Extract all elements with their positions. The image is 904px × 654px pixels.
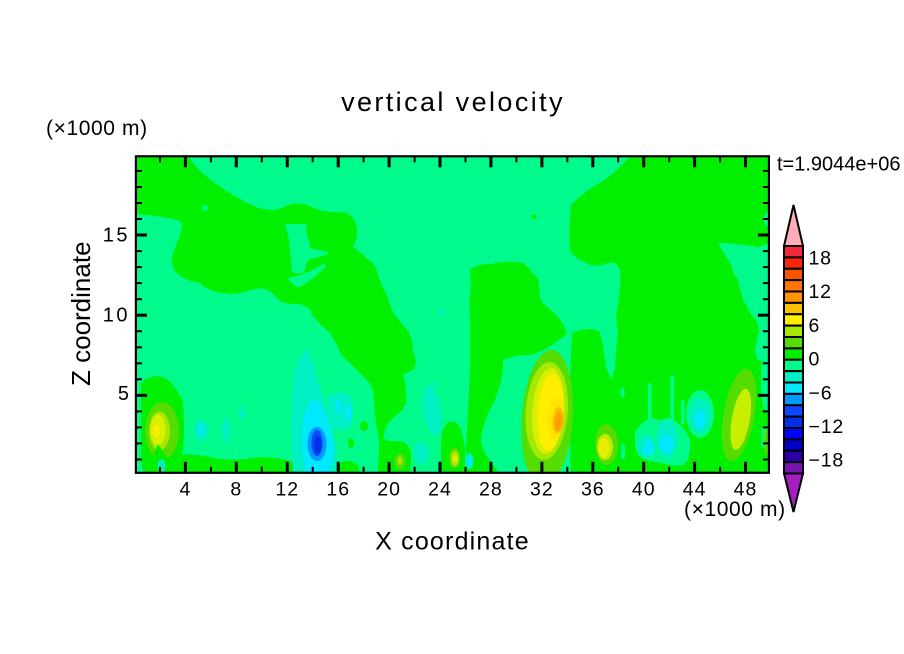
svg-text:44: 44 [683, 479, 707, 501]
svg-text:6: 6 [809, 315, 821, 337]
svg-text:18: 18 [809, 248, 832, 270]
svg-text:16: 16 [326, 479, 350, 501]
svg-text:4: 4 [179, 479, 191, 501]
svg-text:28: 28 [479, 479, 503, 501]
svg-text:36: 36 [581, 479, 605, 501]
svg-text:0: 0 [809, 349, 821, 371]
svg-text:24: 24 [428, 479, 452, 501]
svg-text:vertical velocity: vertical velocity [341, 87, 565, 117]
svg-text:32: 32 [530, 479, 554, 501]
svg-text:−18: −18 [809, 450, 844, 472]
svg-text:12: 12 [809, 281, 832, 303]
svg-text:40: 40 [632, 479, 656, 501]
svg-text:(×1000 m): (×1000 m) [684, 498, 786, 521]
svg-text:48: 48 [734, 479, 758, 501]
svg-text:10: 10 [103, 305, 130, 327]
svg-text:5: 5 [118, 383, 129, 405]
svg-text:8: 8 [230, 479, 242, 501]
svg-text:12: 12 [275, 479, 299, 501]
svg-text:20: 20 [377, 479, 401, 501]
svg-text:X coordinate: X coordinate [375, 528, 530, 556]
svg-text:(×1000 m): (×1000 m) [46, 117, 148, 140]
svg-text:−6: −6 [809, 382, 833, 404]
svg-text:t=1.9044e+06: t=1.9044e+06 [777, 154, 900, 176]
svg-text:−12: −12 [809, 416, 844, 438]
svg-text:Z coordinate: Z coordinate [66, 241, 96, 386]
svg-text:15: 15 [103, 225, 130, 247]
